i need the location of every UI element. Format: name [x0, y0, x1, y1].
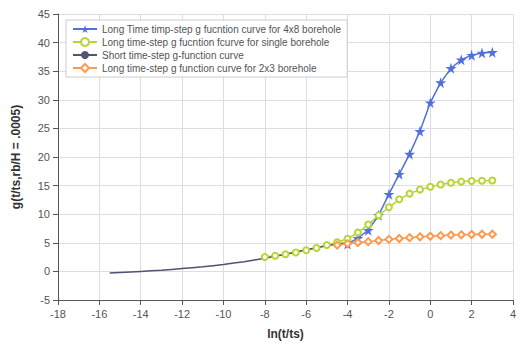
svg-text:-14: -14	[133, 308, 149, 320]
svg-text:-5: -5	[40, 294, 50, 306]
svg-text:-10: -10	[216, 308, 232, 320]
svg-text:35: 35	[38, 65, 50, 77]
svg-text:20: 20	[38, 151, 50, 163]
svg-text:15: 15	[38, 180, 50, 192]
svg-text:-18: -18	[50, 308, 66, 320]
svg-text:g(t/ts,rb/H = .0005): g(t/ts,rb/H = .0005)	[9, 105, 23, 209]
svg-text:-16: -16	[91, 308, 107, 320]
svg-text:Short time-step g-function cur: Short time-step g-function curve	[102, 50, 244, 61]
svg-text:Long time-step g fucntion fcur: Long time-step g fucntion fcurve for sin…	[102, 37, 330, 48]
svg-text:-6: -6	[301, 308, 311, 320]
svg-text:2: 2	[469, 308, 475, 320]
svg-text:5: 5	[44, 237, 50, 249]
svg-text:Long time-step g function curv: Long time-step g function curve for 2x3 …	[102, 63, 317, 74]
svg-text:-4: -4	[343, 308, 353, 320]
svg-text:-2: -2	[384, 308, 394, 320]
svg-text:40: 40	[38, 37, 50, 49]
svg-text:30: 30	[38, 94, 50, 106]
svg-text:-8: -8	[260, 308, 270, 320]
svg-text:10: 10	[38, 208, 50, 220]
svg-text:0: 0	[427, 308, 433, 320]
svg-text:45: 45	[38, 8, 50, 20]
svg-text:ln(t/ts): ln(t/ts)	[267, 327, 304, 341]
svg-text:4: 4	[510, 308, 516, 320]
svg-text:25: 25	[38, 122, 50, 134]
svg-text:-12: -12	[174, 308, 190, 320]
svg-text:0: 0	[44, 265, 50, 277]
svg-text:Long Time timp-step g fucntion: Long Time timp-step g fucntion curve for…	[102, 24, 341, 35]
